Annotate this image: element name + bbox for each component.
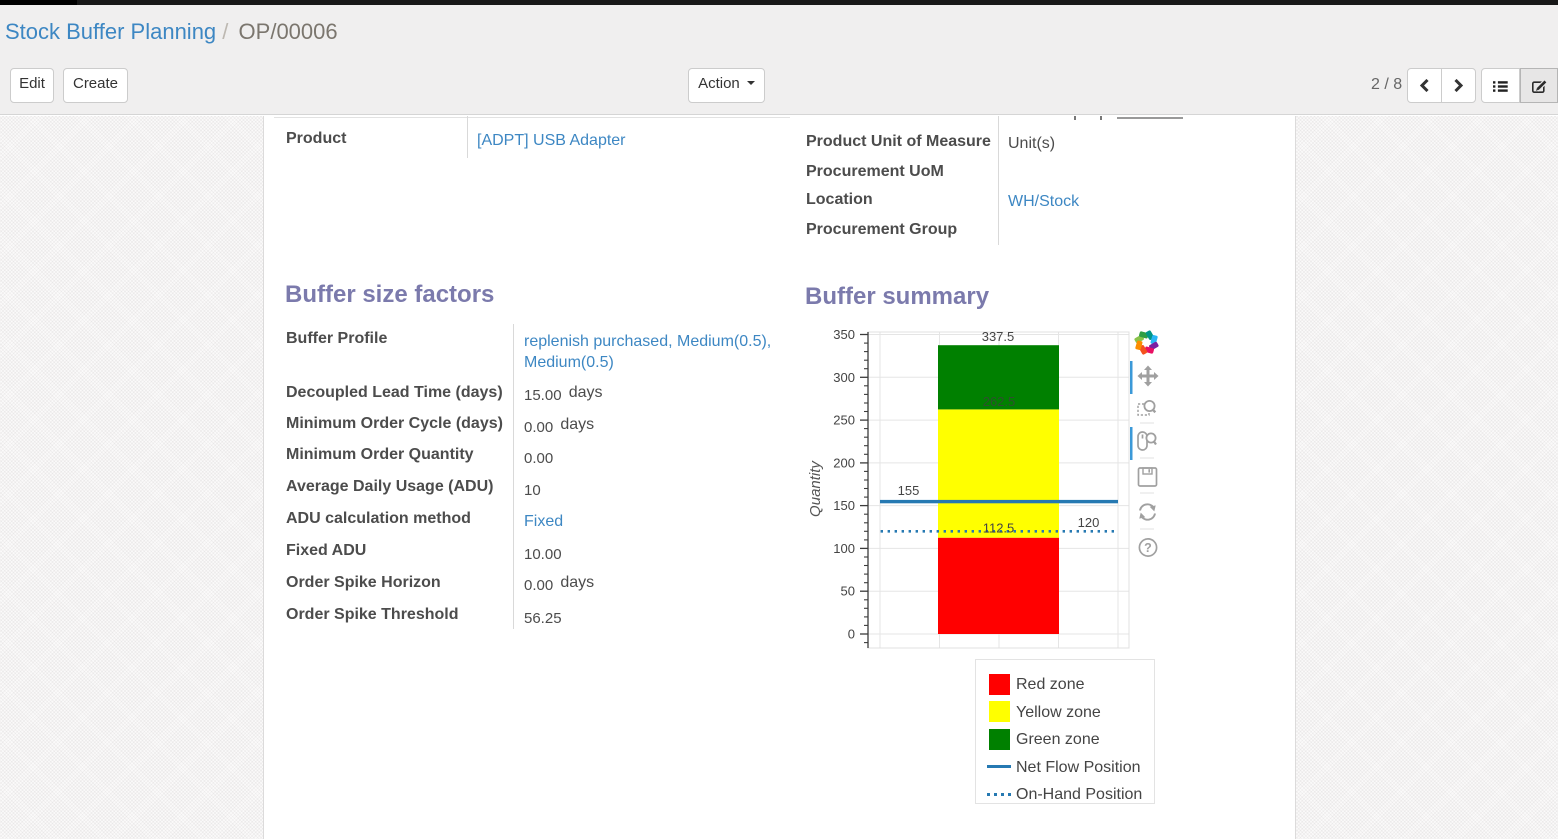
svg-text:300: 300 bbox=[833, 370, 855, 385]
svg-text:337.5: 337.5 bbox=[982, 329, 1015, 344]
svg-text:Quantity: Quantity bbox=[807, 460, 824, 517]
svg-text:200: 200 bbox=[833, 455, 855, 470]
svg-text:112.5: 112.5 bbox=[983, 521, 1015, 536]
svg-text:350: 350 bbox=[833, 327, 855, 342]
svg-text:155: 155 bbox=[898, 483, 920, 498]
svg-text:250: 250 bbox=[833, 413, 855, 428]
svg-text:150: 150 bbox=[833, 498, 855, 513]
svg-text:0: 0 bbox=[848, 627, 855, 642]
svg-text:100: 100 bbox=[833, 541, 855, 556]
svg-text:?: ? bbox=[1144, 541, 1152, 555]
svg-text:262.5: 262.5 bbox=[983, 394, 1016, 409]
svg-text:50: 50 bbox=[841, 584, 855, 599]
svg-text:120: 120 bbox=[1078, 515, 1100, 530]
